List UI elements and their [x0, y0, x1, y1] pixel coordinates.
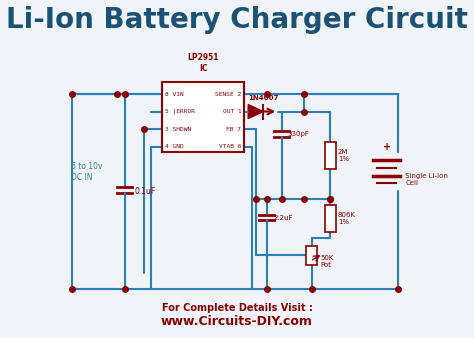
Text: www.Circuits-DIY.com: www.Circuits-DIY.com — [161, 315, 313, 328]
Text: Single Li-Ion
Cell: Single Li-Ion Cell — [405, 173, 448, 186]
Bar — [325, 142, 336, 169]
Text: 6 to 10v
DC IN: 6 to 10v DC IN — [71, 162, 102, 182]
Bar — [306, 246, 318, 265]
Text: 1N4007: 1N4007 — [248, 95, 278, 101]
Text: 0.1uF: 0.1uF — [134, 187, 155, 196]
Polygon shape — [248, 104, 263, 119]
Text: 806K
1%: 806K 1% — [338, 212, 356, 225]
Text: 2.2uF: 2.2uF — [273, 215, 293, 221]
Text: OUT 1: OUT 1 — [223, 109, 241, 114]
Text: VTAB 6: VTAB 6 — [219, 144, 241, 149]
Text: 50K
Pot: 50K Pot — [320, 255, 333, 268]
Text: 4 GND: 4 GND — [165, 144, 184, 149]
Text: 3 SHDWN: 3 SHDWN — [165, 126, 191, 131]
Text: +: + — [383, 142, 391, 151]
Text: Li-Ion Battery Charger Circuit: Li-Ion Battery Charger Circuit — [6, 6, 468, 34]
Text: 8 VIN: 8 VIN — [165, 92, 184, 97]
Text: 5 |ERROR: 5 |ERROR — [165, 109, 195, 114]
Bar — [162, 82, 245, 152]
Text: 2M
1%: 2M 1% — [338, 148, 349, 162]
Text: 330pF: 330pF — [287, 131, 310, 137]
Text: FB 7: FB 7 — [227, 126, 241, 131]
Text: LP2951
IC: LP2951 IC — [188, 53, 219, 73]
Text: SENSE 2: SENSE 2 — [215, 92, 241, 97]
Bar — [325, 205, 336, 232]
Text: For Complete Details Visit :: For Complete Details Visit : — [162, 303, 312, 313]
